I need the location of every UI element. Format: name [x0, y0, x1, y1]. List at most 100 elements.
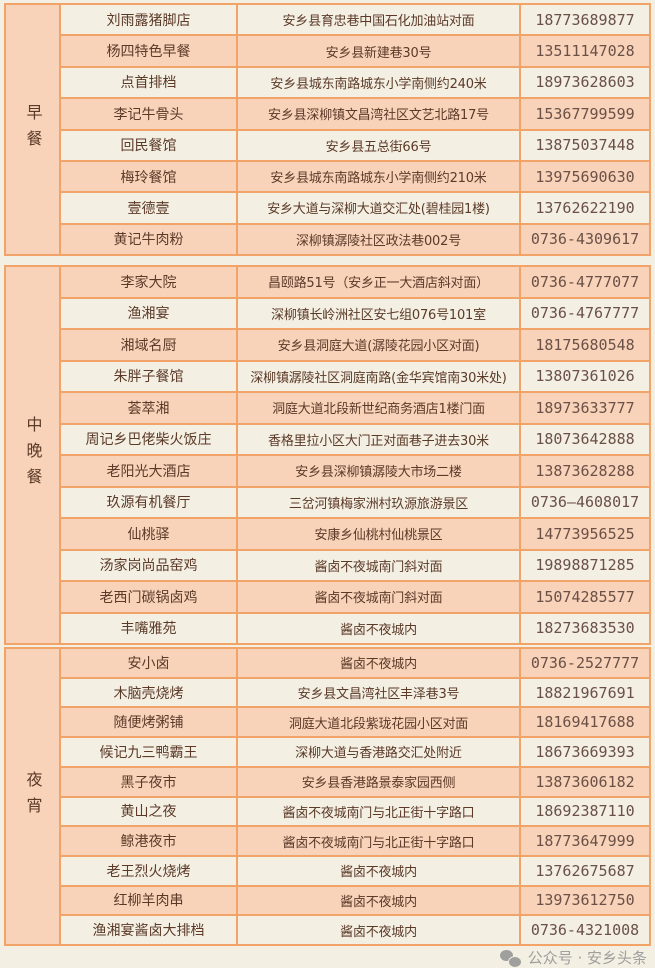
table-row: 红柳羊肉串 酱卤不夜城内 13973612750 [61, 886, 649, 917]
restaurant-address: 酱卤不夜城南门与北正街十字路口 [238, 827, 521, 855]
restaurant-address: 酱卤不夜城南门斜对面 [238, 582, 521, 612]
restaurant-address: 昌颐路51号（安乡正一大酒店斜对面） [238, 267, 521, 297]
restaurant-address: 深柳镇潺陵社区政法巷002号 [238, 224, 521, 254]
restaurant-address: 酱卤不夜城内 [238, 856, 521, 885]
restaurant-name: 木脑壳烧烤 [61, 678, 238, 707]
restaurant-name: 李家大院 [61, 267, 238, 297]
restaurant-phone: 13875037448 [535, 136, 635, 155]
restaurant-name: 玖源有机餐厅 [61, 487, 238, 517]
restaurant-address: 安乡县深柳镇潺陵大市场二楼 [238, 456, 521, 486]
table-row: 安小卤 酱卤不夜城内 0736-2527777 [61, 649, 649, 679]
watermark-text: 公众号 · 安乡头条 [527, 949, 647, 967]
restaurant-name: 老阳光大酒店 [61, 456, 238, 486]
restaurant-address: 安康乡仙桃村仙桃景区 [238, 519, 521, 549]
table-row: 回民餐馆 安乡县五总街66号 13875037448 [61, 130, 649, 162]
table-row: 随便烤粥铺 洞庭大道北段紫珑花园小区对面 18169417688 [61, 708, 649, 739]
restaurant-phone: 18973628603 [535, 73, 635, 92]
restaurant-phone: 13873606182 [535, 772, 635, 791]
restaurant-name: 随便烤粥铺 [61, 708, 238, 737]
table-rows: 刘雨露猪脚店 安乡县育忠巷中国石化加油站对面 18773689877 杨四特色早餐 安乡… [61, 5, 649, 254]
table-row: 老王烈火烧烤 酱卤不夜城内 13762675687 [61, 856, 649, 887]
restaurant-phone: 18273683530 [535, 619, 635, 638]
restaurant-name: 安小卤 [61, 649, 238, 677]
restaurant-address: 洞庭大道北段紫珑花园小区对面 [238, 708, 521, 737]
restaurant-name: 渔湘宴 [61, 298, 238, 328]
restaurant-name: 梅玲餐馆 [61, 161, 238, 192]
restaurant-address: 安乡县深柳镇文昌湾社区文艺北路17号 [238, 99, 521, 129]
restaurant-phone: 15074285577 [535, 587, 635, 606]
restaurant-address: 深柳大道与香港路交汇处附近 [238, 738, 521, 766]
restaurant-name: 鲸港夜市 [61, 827, 238, 855]
table-row: 丰嘴雅苑 酱卤不夜城内 18273683530 [61, 613, 649, 643]
restaurant-name: 杨四特色早餐 [61, 36, 238, 66]
restaurant-name: 荟萃湘 [61, 393, 238, 423]
restaurant-name: 老西门碳锅卤鸡 [61, 582, 238, 612]
table-row: 朱胖子餐馆 深柳镇潺陵社区洞庭南路(金华宾馆南30米处) 13807361026 [61, 361, 649, 393]
restaurant-phone: 14773956525 [535, 524, 635, 543]
restaurant-address: 安乡县五总街66号 [238, 130, 521, 160]
restaurant-name: 点首排档 [61, 67, 238, 98]
table-row: 渔湘宴酱卤大排档 酱卤不夜城内 0736-4321008 [61, 916, 649, 945]
restaurant-name: 回民餐馆 [61, 130, 238, 160]
restaurant-phone: 18821967691 [535, 683, 635, 702]
table-row: 李家大院 昌颐路51号（安乡正一大酒店斜对面） 0736-4777077 [61, 267, 649, 299]
restaurant-name: 老王烈火烧烤 [61, 856, 238, 885]
restaurant-name: 渔湘宴酱卤大排档 [61, 916, 238, 945]
table-row: 汤家岗尚品窑鸡 酱卤不夜城南门斜对面 19898871285 [61, 550, 649, 582]
wechat-icon [499, 949, 522, 968]
restaurant-phone: 0736-4777077 [530, 272, 640, 291]
restaurant-address: 三岔河镇梅家洲村玖源旅游景区 [238, 487, 521, 517]
group-cell: 中晚餐 [6, 267, 61, 643]
table-row: 黄记牛肉粉 深柳镇潺陵社区政法巷002号 0736-4309617 [61, 224, 649, 254]
restaurant-phone: 19898871285 [535, 556, 635, 575]
table-row: 木脑壳烧烤 安乡县文昌湾社区丰泽巷3号 18821967691 [61, 678, 649, 709]
restaurant-address: 深柳镇潺陵社区洞庭南路(金华宾馆南30米处) [238, 361, 521, 391]
restaurant-phone: 18692387110 [535, 802, 635, 821]
restaurant-name: 红柳羊肉串 [61, 886, 238, 915]
table-row: 候记九三鸭霸王 深柳大道与香港路交汇处附近 18673669393 [61, 738, 649, 768]
table-row: 刘雨露猪脚店 安乡县育忠巷中国石化加油站对面 18773689877 [61, 5, 649, 37]
table-row: 李记牛骨头 安乡县深柳镇文昌湾社区文艺北路17号 15367799599 [61, 99, 649, 131]
table-row: 仙桃驿 安康乡仙桃村仙桃景区 14773956525 [61, 519, 649, 551]
restaurant-phone: 18773689877 [535, 10, 635, 29]
restaurant-address: 酱卤不夜城内 [238, 886, 521, 915]
restaurant-address: 酱卤不夜城南门斜对面 [238, 550, 521, 580]
restaurant-address: 深柳镇长岭洲社区安七组076号101室 [238, 298, 521, 328]
restaurant-address: 洞庭大道北段新世纪商务酒店1楼门面 [238, 393, 521, 423]
restaurant-phone: 0736—4608017 [530, 493, 640, 512]
section-late-night: 夜宵 安小卤 酱卤不夜城内 0736-2527777 木脑壳烧烤 安乡县文昌湾社区丰泽巷3… [4, 647, 651, 946]
restaurant-phone: 18673669393 [535, 742, 635, 761]
group-label: 夜宵 [23, 770, 43, 823]
section-breakfast: 早餐 刘雨露猪脚店 安乡县育忠巷中国石化加油站对面 18773689877 杨四特色早餐… [4, 3, 651, 256]
table-row: 周记乡巴佬柴火饭庄 香格里拉小区大门正对面巷子进去30米 18073642888 [61, 424, 649, 456]
restaurant-phone: 13807361026 [535, 367, 635, 386]
table-rows: 安小卤 酱卤不夜城内 0736-2527777 木脑壳烧烤 安乡县文昌湾社区丰泽巷3号 1… [61, 649, 649, 945]
restaurant-address: 安乡县洞庭大道(潺陵花园小区对面) [238, 330, 521, 360]
table-row: 老西门碳锅卤鸡 酱卤不夜城南门斜对面 15074285577 [61, 582, 649, 614]
restaurant-name: 湘域名厨 [61, 330, 238, 360]
restaurant-address: 安乡大道与深柳大道交汇处(碧桂园1楼) [238, 193, 521, 223]
restaurant-phone: 0736-2527777 [530, 653, 640, 672]
restaurant-name: 周记乡巴佬柴火饭庄 [61, 424, 238, 454]
group-label: 早餐 [23, 103, 43, 156]
table-row: 鲸港夜市 酱卤不夜城南门与北正街十字路口 18773647999 [61, 827, 649, 857]
restaurant-name: 仙桃驿 [61, 519, 238, 549]
restaurant-name: 丰嘴雅苑 [61, 613, 238, 643]
table-row: 荟萃湘 洞庭大道北段新世纪商务酒店1楼门面 18973633777 [61, 393, 649, 425]
group-label: 中晚餐 [23, 416, 43, 494]
table-row: 湘域名厨 安乡县洞庭大道(潺陵花园小区对面) 18175680548 [61, 330, 649, 362]
restaurant-phone: 18773647999 [535, 832, 635, 851]
restaurant-name: 黄山之夜 [61, 797, 238, 826]
table-row: 壹德壹 安乡大道与深柳大道交汇处(碧桂园1楼) 13762622190 [61, 193, 649, 225]
restaurant-address: 安乡县育忠巷中国石化加油站对面 [238, 5, 521, 35]
restaurant-address: 安乡县新建巷30号 [238, 36, 521, 66]
restaurant-phone: 18073642888 [535, 430, 635, 449]
restaurant-name: 候记九三鸭霸王 [61, 738, 238, 766]
restaurant-address: 安乡县香港路景泰家园西侧 [238, 767, 521, 796]
restaurant-phone: 0736-4309617 [530, 230, 640, 249]
restaurant-name: 朱胖子餐馆 [61, 361, 238, 391]
restaurant-address: 酱卤不夜城内 [238, 613, 521, 643]
table-row: 黄山之夜 酱卤不夜城南门与北正街十字路口 18692387110 [61, 797, 649, 828]
restaurant-phone: 13511147028 [535, 42, 635, 61]
table-row: 渔湘宴 深柳镇长岭洲社区安七组076号101室 0736-4767777 [61, 298, 649, 330]
